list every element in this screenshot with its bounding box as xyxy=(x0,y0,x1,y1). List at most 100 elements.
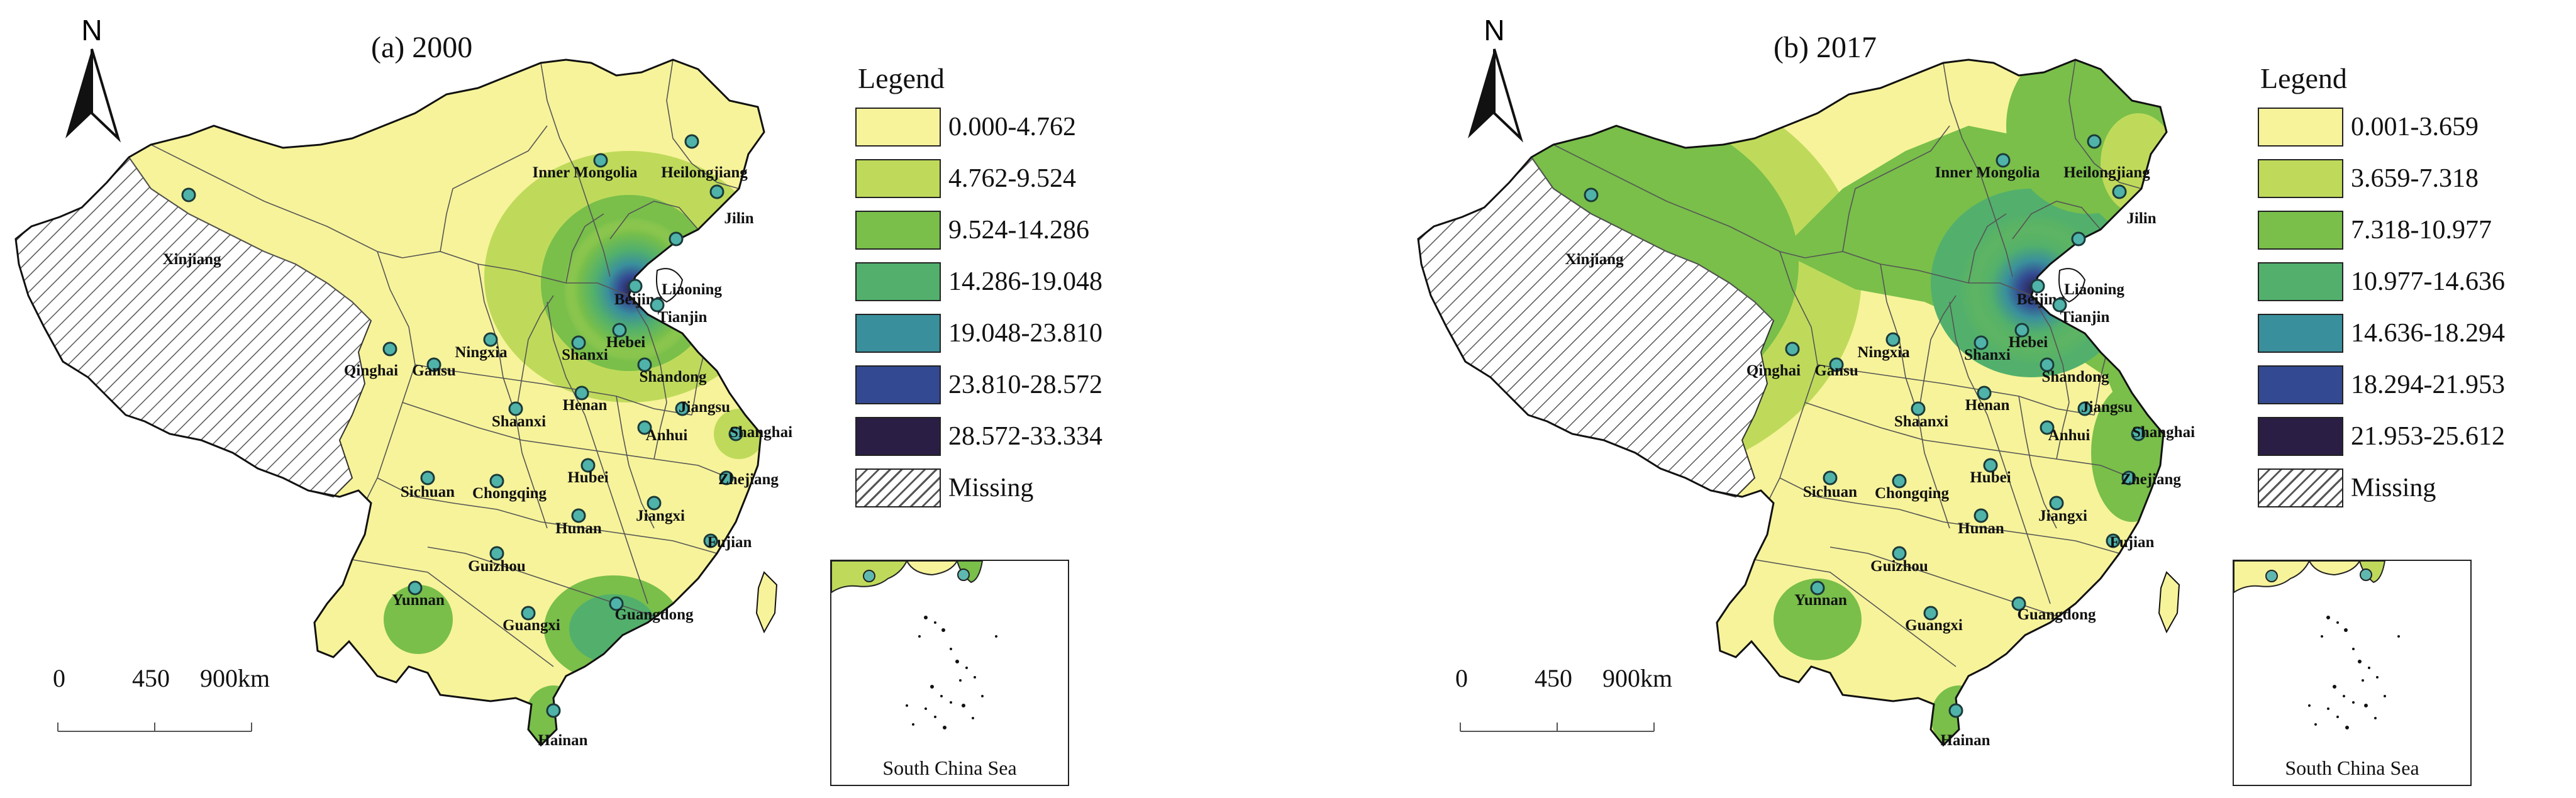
province-label: Sichuan xyxy=(401,484,455,501)
province-point xyxy=(1974,508,1989,523)
province-border xyxy=(150,144,403,258)
province-point xyxy=(2077,401,2092,416)
legend-item: 10.977-14.636 xyxy=(2258,256,2505,308)
province-point xyxy=(1977,385,1992,401)
province-label: Liaoning xyxy=(662,281,722,298)
province-label: Tianjin xyxy=(658,309,708,326)
north-arrow-icon: N xyxy=(65,14,121,143)
province-border xyxy=(1779,477,2120,554)
province-label: Qinghai xyxy=(1746,362,1801,379)
province-label: Fujian xyxy=(2110,534,2155,551)
china-map: Inner Mongolia Heilongjiang Xinjiang Jilin L… xyxy=(1417,58,2195,749)
province-label: Gansu xyxy=(1814,362,1858,379)
legend-label: 9.524-14.286 xyxy=(948,216,1089,245)
province-label: Shanxi xyxy=(1964,346,2011,363)
province-point xyxy=(1996,153,2011,168)
province-border xyxy=(352,559,554,667)
province-point xyxy=(2106,533,2121,548)
province-border xyxy=(2056,402,2070,460)
province-point xyxy=(647,496,662,511)
legend-item: 14.286-19.048 xyxy=(855,256,1102,308)
province-border xyxy=(1943,62,2013,277)
province-label: Yunnan xyxy=(1794,592,1847,609)
province-point xyxy=(1948,703,1963,718)
panel-2000: (a) 2000 N xyxy=(14,14,1102,786)
legend-label: 28.572-33.334 xyxy=(948,422,1102,451)
province-point xyxy=(483,332,498,347)
province-point xyxy=(1823,470,1838,485)
province-point xyxy=(571,508,586,523)
province-point xyxy=(2030,279,2045,294)
province-label: Hainan xyxy=(1940,732,1990,749)
province-border xyxy=(1842,125,1950,252)
province-point xyxy=(1892,546,1907,561)
province-point xyxy=(1810,580,1825,596)
province-point xyxy=(684,134,699,149)
north-label: N xyxy=(1484,14,1504,47)
legend: Legend 0.001-3.659 3.659-7.318 7.318-10.97… xyxy=(2258,62,2505,514)
legend-label: 14.636-18.294 xyxy=(2351,319,2505,348)
legend-title: Legend xyxy=(2260,62,2347,94)
province-point xyxy=(2112,184,2127,199)
province-border xyxy=(653,402,667,460)
legend-label: Missing xyxy=(2351,474,2436,502)
province-borders xyxy=(1531,60,2142,667)
legend-label: 14.286-19.048 xyxy=(948,267,1102,296)
province-label: Guizhou xyxy=(1870,558,1928,575)
province-point xyxy=(489,546,504,561)
province-label: Jiangsu xyxy=(2081,399,2133,416)
scale-label-900: 900km xyxy=(200,664,270,692)
province-border xyxy=(1918,295,1957,416)
legend-item: Missing xyxy=(2258,462,2505,514)
province-point xyxy=(1923,606,1938,621)
province-label: Inner Mongolia xyxy=(1935,164,2040,181)
province-label: Henan xyxy=(1965,397,2010,414)
province-label: Zhejiang xyxy=(718,471,779,488)
province-label: Chongqing xyxy=(1875,485,1950,502)
legend-label: 3.659-7.318 xyxy=(2351,164,2479,193)
legend-item: 9.524-14.286 xyxy=(855,204,1102,256)
province-label: Fujian xyxy=(708,534,752,551)
legend-label: 7.318-10.977 xyxy=(2351,216,2492,245)
province-point xyxy=(609,596,624,611)
province-point xyxy=(1892,474,1907,489)
legend-item: 19.048-23.810 xyxy=(855,308,1102,359)
province-border xyxy=(628,295,667,403)
legend-swatch xyxy=(855,108,941,147)
province-border xyxy=(1553,144,1806,258)
province-point xyxy=(2040,357,2055,372)
north-label: N xyxy=(81,14,102,47)
province-border xyxy=(414,364,692,416)
province-label: Jiangxi xyxy=(636,507,685,524)
legend-item: 3.659-7.318 xyxy=(2258,153,2505,204)
province-border xyxy=(2018,396,2057,529)
legend-item: 0.001-3.659 xyxy=(2258,101,2505,153)
province-label: Ningxia xyxy=(1857,344,1910,361)
scale-label-450: 450 xyxy=(1535,664,1572,692)
density-zone xyxy=(1774,579,1862,660)
province-point xyxy=(574,385,589,401)
province-border xyxy=(1754,559,1957,667)
province-point xyxy=(2087,134,2102,149)
province-border xyxy=(128,157,372,321)
province-border xyxy=(2068,60,2142,189)
legend-item: 14.636-18.294 xyxy=(2258,308,2505,359)
province-label: Guangdong xyxy=(614,606,694,623)
province-label: Shanghai xyxy=(730,424,792,441)
scale-label-900: 900km xyxy=(1602,664,1673,692)
scale-label-0: 0 xyxy=(53,664,65,692)
province-label: Anhui xyxy=(646,427,688,444)
province-label: Sichuan xyxy=(1803,484,1857,501)
legend-item: 7.318-10.977 xyxy=(2258,204,2505,256)
province-border xyxy=(691,352,705,416)
province-borders xyxy=(128,60,740,667)
province-point xyxy=(1584,187,1599,202)
legend-swatch xyxy=(2258,108,2343,147)
legend-swatch xyxy=(2258,365,2343,404)
panel-2017: (b) 2017 N xyxy=(1402,0,2576,798)
inset-title: South China Sea xyxy=(2285,756,2419,779)
province-point xyxy=(612,323,627,338)
province-label: Shaanxi xyxy=(1894,413,1948,430)
province-border xyxy=(515,295,554,416)
scale-line xyxy=(57,723,252,732)
